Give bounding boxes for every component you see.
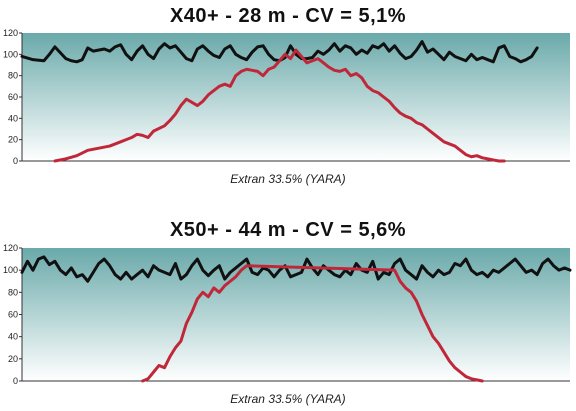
y-tick-label: 20 <box>8 135 18 145</box>
chart-caption: Extran 33.5% (YARA) <box>230 392 346 406</box>
chart-2-plot: 0 20 40 60 80 100 120 <box>3 243 572 386</box>
y-tick-label: 20 <box>8 354 18 364</box>
y-tick-label: 60 <box>8 310 18 320</box>
y-tick-label: 120 <box>3 243 18 253</box>
y-tick-label: 0 <box>13 376 18 386</box>
y-tick-label: 120 <box>3 28 18 38</box>
chart-title: X40+ - 28 m - CV = 5,1% <box>169 5 407 27</box>
series-line-2 <box>53 48 506 163</box>
chart-caption: Extran 33.5% (YARA) <box>230 172 346 186</box>
y-tick-label: 60 <box>8 92 18 102</box>
y-tick-label: 40 <box>8 113 18 123</box>
y-tick-label: 100 <box>3 265 18 275</box>
y-tick-label: 0 <box>13 156 18 166</box>
chart-title: X50+ - 44 m - CV = 5,6% <box>169 219 407 241</box>
y-tick-label: 40 <box>8 332 18 342</box>
y-tick-label: 80 <box>8 71 18 81</box>
chart-1-plot: 0 20 40 60 80 100 120 <box>3 28 570 166</box>
y-tick-label: 100 <box>3 49 18 59</box>
series-line-1 <box>20 255 572 283</box>
series-line-2 <box>141 264 484 383</box>
y-tick-label: 80 <box>8 287 18 297</box>
series-line-1 <box>20 40 539 64</box>
